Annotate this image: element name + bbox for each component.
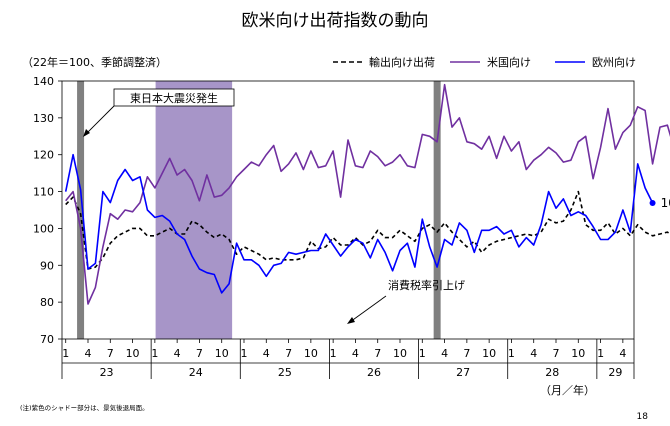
x-tick-label: 4 — [530, 347, 537, 360]
x-tick-label: 1 — [151, 347, 158, 360]
legend-label-eu: 欧州向け — [592, 55, 636, 69]
x-tick-label: 10 — [304, 347, 318, 360]
year-label: 24 — [189, 366, 203, 379]
x-tick-label: 1 — [419, 347, 426, 360]
x-tick-label: 10 — [482, 347, 496, 360]
year-label: 26 — [367, 366, 381, 379]
legend: 輸出向け出荷 米国向け 欧州向け — [333, 55, 636, 69]
x-tick-label: 7 — [463, 347, 470, 360]
x-tick-label: 1 — [330, 347, 337, 360]
x-unit-label: （月／年） — [540, 383, 595, 397]
x-tick-label: 7 — [374, 347, 381, 360]
series-end-label-2: 106. 9 — [661, 196, 670, 210]
annotation-tax-label: 消費税率引上げ — [388, 278, 465, 292]
annotation-earthquake-arrow — [84, 105, 115, 136]
recession-shade — [155, 81, 233, 339]
plot-frame — [61, 80, 635, 340]
x-tick-label: 4 — [441, 347, 448, 360]
annotation-earthquake-box — [113, 88, 235, 107]
page-number: 18 — [637, 412, 649, 422]
x-tick-label: 1 — [597, 347, 604, 360]
y-tick-label: 130 — [33, 112, 54, 125]
x-tick-label: 4 — [85, 347, 92, 360]
annotation-tax-arrowhead — [347, 317, 355, 324]
annotation-earthquake-label: 東日本大震災発生 — [130, 91, 218, 105]
legend-label-total: 輸出向け出荷 — [369, 55, 435, 69]
x-tick-label: 4 — [619, 347, 626, 360]
year-label: 25 — [278, 366, 292, 379]
year-label: 27 — [456, 366, 470, 379]
series-line-0 — [65, 190, 670, 270]
series-endpoint-2 — [649, 199, 656, 206]
event-bar-earthquake — [77, 81, 85, 339]
annotation-tax: 消費税率引上げ — [347, 278, 465, 324]
y-tick-label: 70 — [40, 333, 54, 346]
y-tick-label: 90 — [40, 259, 54, 272]
x-tick-label: 4 — [352, 347, 359, 360]
units-note: （22年＝100、季節調整済） — [22, 55, 167, 69]
y-tick-label: 120 — [33, 149, 54, 162]
x-tick-label: 7 — [107, 347, 114, 360]
series-line-2 — [64, 153, 654, 294]
footnote: (注)紫色のシャドー部分は、景気後退局面。 — [20, 403, 149, 412]
series-line-1 — [65, 83, 670, 305]
x-tick-label: 1 — [508, 347, 515, 360]
x-tick-label: 1 — [62, 347, 69, 360]
x-tick-label: 10 — [215, 347, 229, 360]
y-tick-label: 80 — [40, 296, 54, 309]
x-tick-label: 4 — [174, 347, 181, 360]
x-tick-label: 10 — [126, 347, 140, 360]
annotation-tax-arrow — [349, 295, 387, 323]
x-tick-label: 7 — [196, 347, 203, 360]
annotation-earthquake: 東日本大震災発生 — [83, 88, 235, 137]
year-label: 23 — [100, 366, 114, 379]
event-bar-tax — [433, 81, 441, 339]
x-tick-label: 4 — [263, 347, 270, 360]
y-tick-label: 140 — [33, 75, 54, 88]
y-tick-label: 100 — [33, 222, 54, 235]
x-tick-label: 1 — [241, 347, 248, 360]
x-tick-label: 10 — [571, 347, 585, 360]
legend-label-us: 米国向け — [487, 55, 531, 69]
y-tick-label: 110 — [33, 186, 54, 199]
chart-title: 欧米向け出荷指数の動向 — [242, 11, 429, 31]
year-label: 29 — [608, 366, 622, 379]
year-label: 28 — [545, 366, 559, 379]
x-tick-label: 7 — [553, 347, 560, 360]
x-tick-label: 10 — [393, 347, 407, 360]
x-tick-label: 7 — [285, 347, 292, 360]
annotation-earthquake-arrowhead — [83, 129, 90, 137]
